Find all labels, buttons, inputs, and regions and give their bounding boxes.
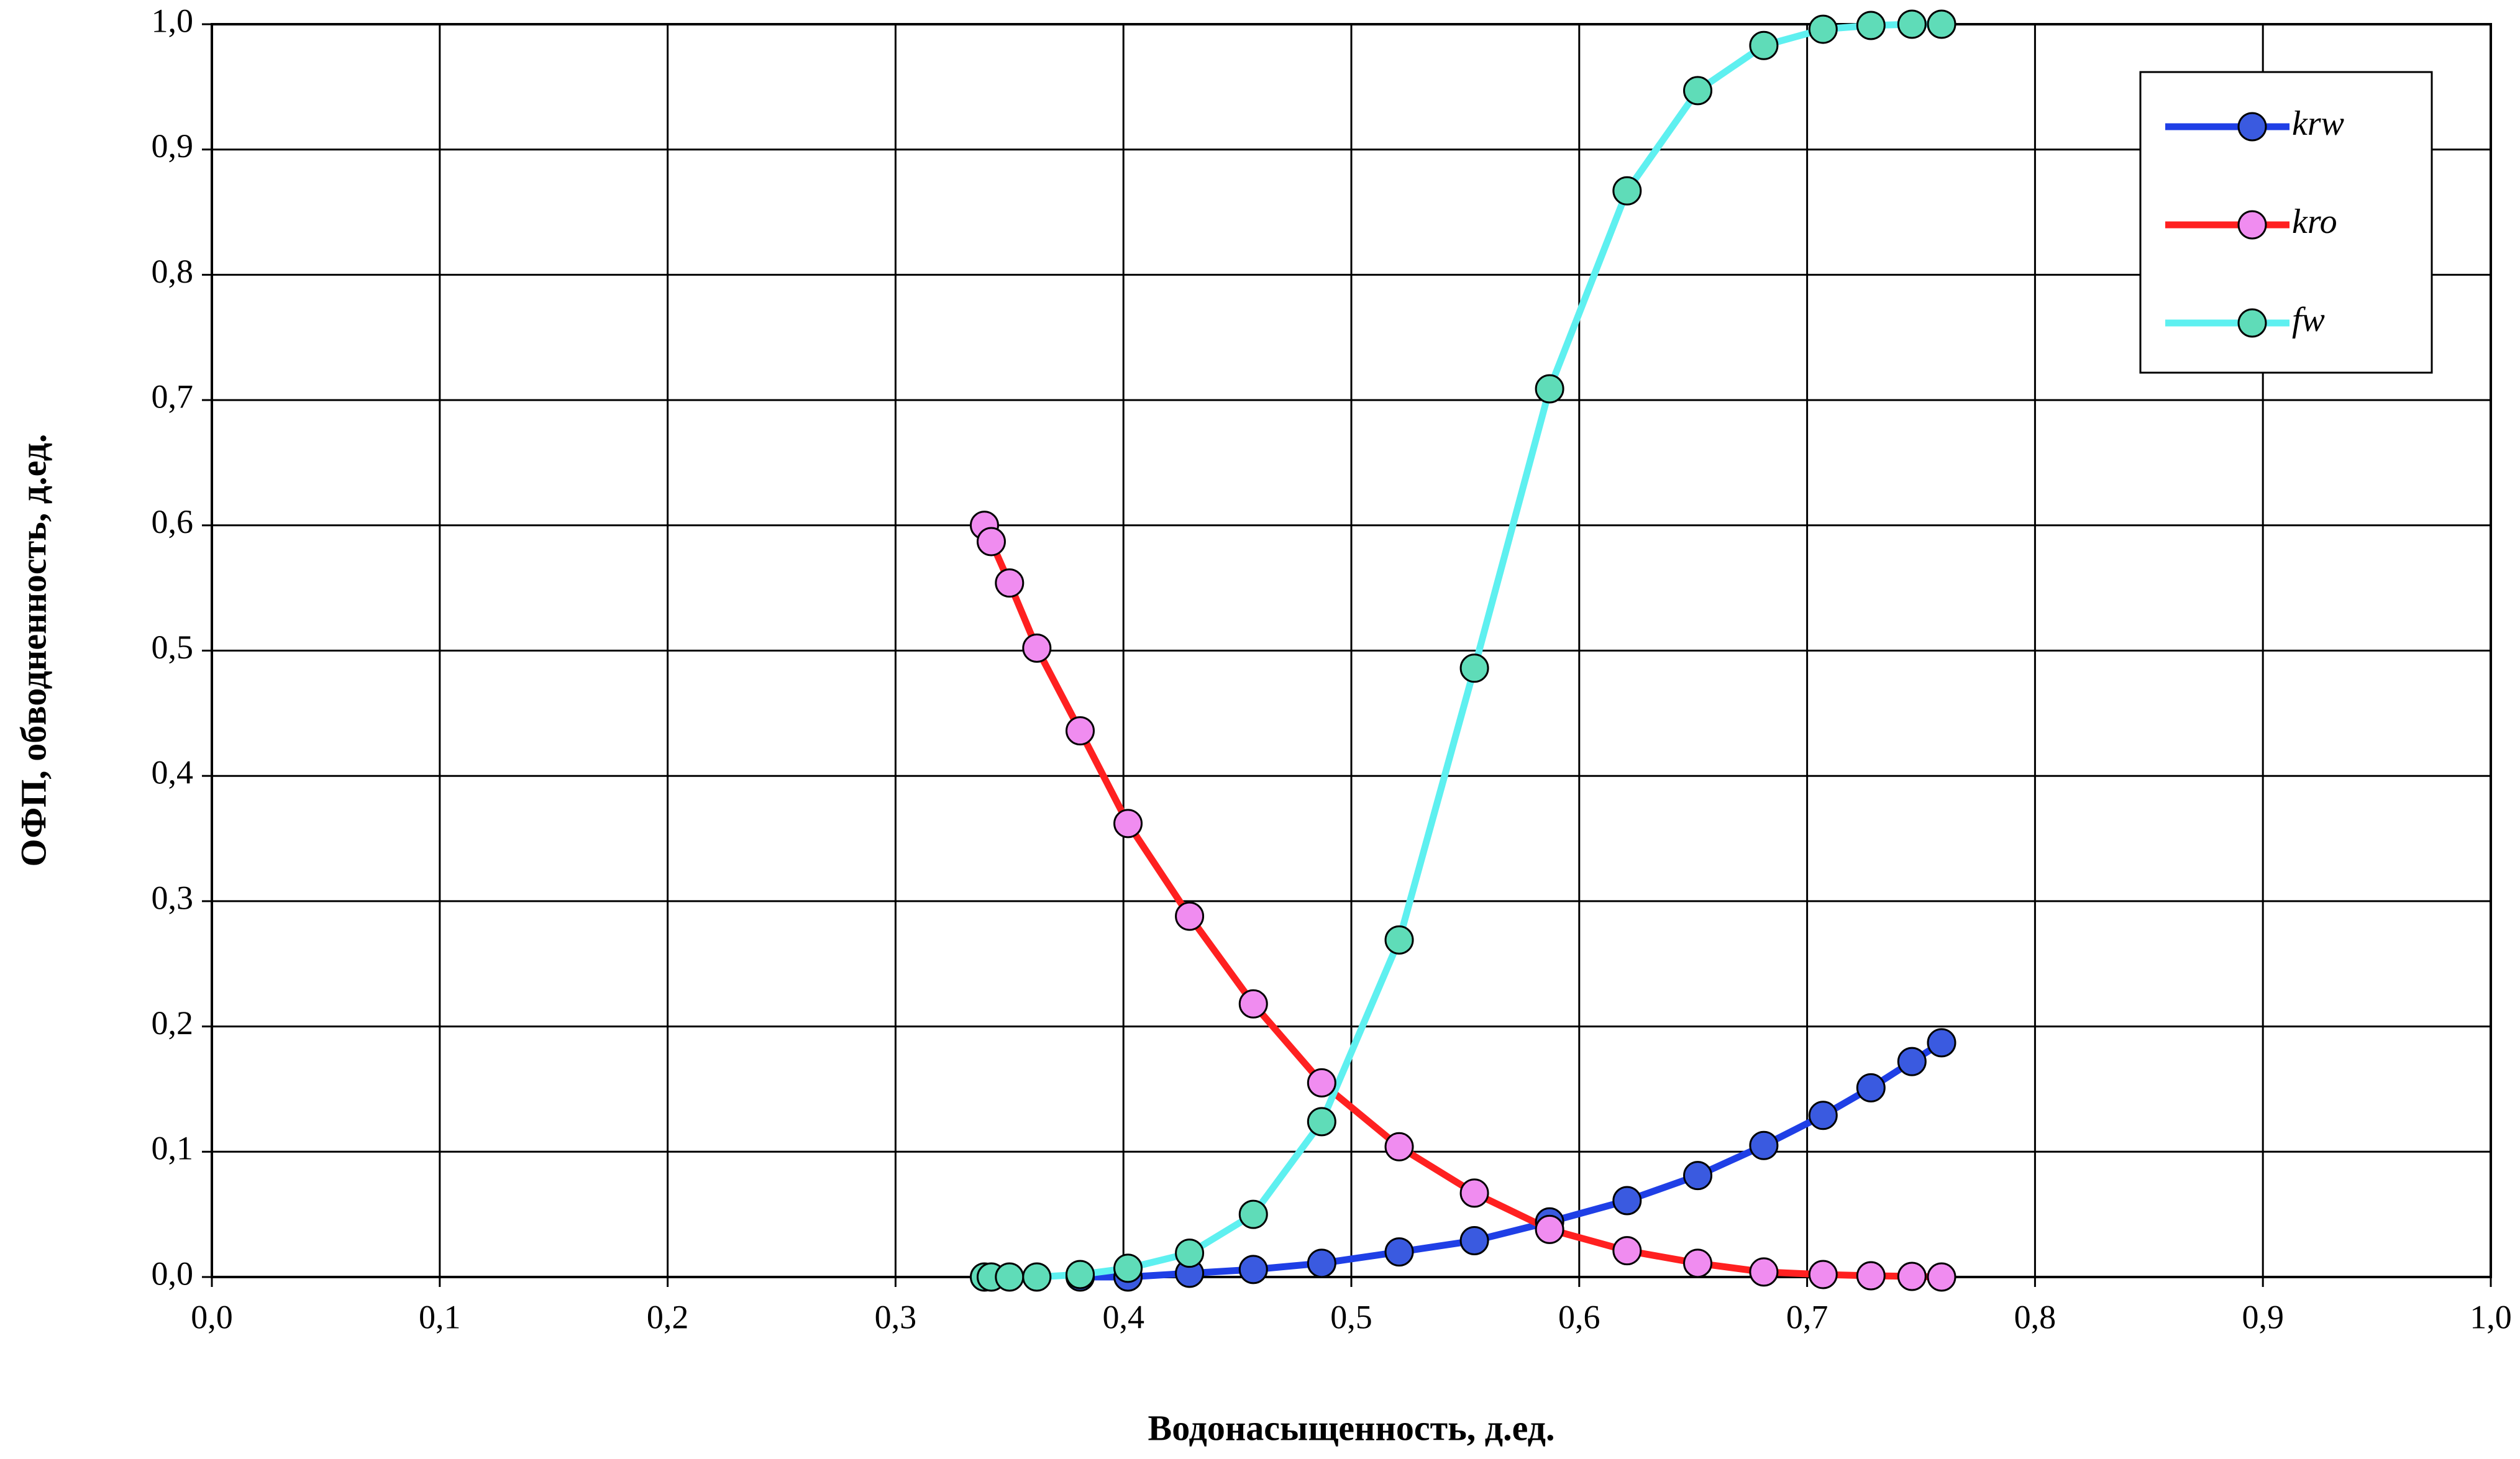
- y-tick-label: 0,2: [152, 1004, 194, 1042]
- data-point: [995, 1262, 1025, 1292]
- x-tick-label: 1,0: [2470, 1298, 2512, 1335]
- y-tick-label: 0,3: [152, 879, 194, 916]
- x-tick-label: 0,9: [2242, 1298, 2284, 1335]
- data-point: [1066, 1260, 1095, 1289]
- data-point: [1683, 76, 1713, 106]
- legend-label: krw: [2292, 104, 2344, 143]
- data-point: [1384, 925, 1414, 955]
- data-point: [1238, 989, 1268, 1019]
- data-point: [1238, 1255, 1268, 1284]
- data-point: [1612, 1236, 1642, 1266]
- y-tick-label: 0,8: [152, 253, 194, 290]
- data-point: [1238, 1199, 1268, 1229]
- data-point: [1856, 11, 1886, 40]
- x-tick-label: 0,8: [2014, 1298, 2057, 1335]
- legend-marker: [2237, 308, 2267, 338]
- legend-label: fw: [2292, 301, 2325, 339]
- data-point: [1307, 1248, 1336, 1278]
- data-point: [1808, 1101, 1838, 1130]
- data-point: [1808, 1260, 1838, 1289]
- data-point: [1175, 1239, 1205, 1268]
- y-tick-label: 0,4: [152, 754, 194, 791]
- data-point: [1927, 1262, 1956, 1292]
- data-point: [995, 568, 1025, 598]
- legend-label: kro: [2292, 202, 2337, 241]
- data-point: [1384, 1132, 1414, 1161]
- x-tick-label: 0,3: [875, 1298, 917, 1335]
- data-point: [1066, 716, 1095, 746]
- data-point: [1307, 1107, 1336, 1137]
- y-tick-label: 0,7: [152, 378, 194, 415]
- data-point: [1384, 1237, 1414, 1267]
- data-point: [1459, 1226, 1489, 1256]
- data-point: [1307, 1068, 1336, 1098]
- data-point: [1897, 9, 1927, 39]
- legend-marker: [2237, 112, 2267, 142]
- y-tick-label: 1,0: [152, 2, 194, 39]
- data-point: [1927, 1028, 1956, 1058]
- data-point: [1856, 1073, 1886, 1102]
- y-tick-label: 0,5: [152, 629, 194, 666]
- data-point: [1113, 1253, 1143, 1283]
- x-tick-label: 0,7: [1786, 1298, 1828, 1335]
- x-tick-label: 0,1: [419, 1298, 461, 1335]
- data-point: [1856, 1261, 1886, 1291]
- data-point: [1808, 14, 1838, 44]
- data-point: [1749, 30, 1779, 60]
- data-point: [1022, 633, 1052, 663]
- data-point: [1022, 1262, 1052, 1292]
- data-point: [1927, 9, 1956, 39]
- data-point: [1535, 1214, 1564, 1244]
- y-tick-label: 0,1: [152, 1130, 194, 1167]
- y-tick-label: 0,9: [152, 127, 194, 165]
- x-tick-label: 0,6: [1558, 1298, 1600, 1335]
- data-point: [1897, 1261, 1927, 1291]
- x-tick-label: 0,5: [1330, 1298, 1372, 1335]
- data-point: [1459, 1178, 1489, 1208]
- x-tick-label: 0,4: [1102, 1298, 1144, 1335]
- data-point: [1113, 809, 1143, 839]
- x-axis-title: Водонасыщенность, д.ед.: [1148, 1407, 1555, 1448]
- y-tick-label: 0,6: [152, 503, 194, 540]
- data-point: [1612, 176, 1642, 206]
- data-point: [1683, 1161, 1713, 1191]
- plot-frame: [211, 23, 2492, 1278]
- data-point: [1749, 1130, 1779, 1160]
- data-point: [1749, 1257, 1779, 1287]
- x-tick-label: 0,2: [647, 1298, 689, 1335]
- data-point: [1175, 901, 1205, 931]
- legend-marker: [2237, 210, 2267, 240]
- y-tick-label: 0,0: [152, 1255, 194, 1292]
- data-point: [1459, 653, 1489, 683]
- data-point: [976, 527, 1006, 557]
- data-point: [1683, 1248, 1713, 1278]
- data-point: [1535, 374, 1564, 404]
- data-point: [1897, 1047, 1927, 1076]
- y-axis-title: ОФП, обводненность, д.ед.: [13, 434, 53, 867]
- data-point: [1612, 1186, 1642, 1216]
- x-tick-label: 0,0: [191, 1298, 233, 1335]
